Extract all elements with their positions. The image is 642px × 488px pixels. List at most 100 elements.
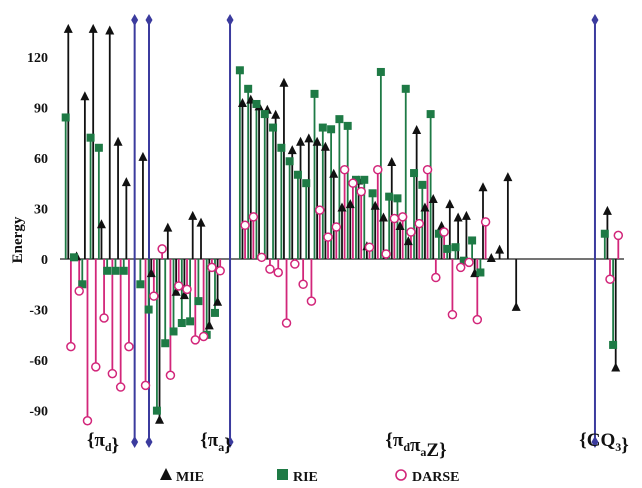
mie-point	[320, 141, 330, 151]
mie-point	[213, 296, 223, 306]
darse-point	[149, 291, 159, 301]
mie-point	[113, 136, 123, 146]
darse-point	[248, 212, 259, 222]
rie-point	[103, 266, 112, 275]
legend-label: MIE	[176, 470, 204, 485]
mie-point	[304, 133, 314, 143]
mie-point	[486, 253, 496, 262]
legend-rie-marker	[277, 469, 288, 480]
rie-point	[393, 194, 402, 203]
rie-point	[94, 143, 103, 152]
darse-point	[91, 362, 101, 372]
divider-top-diamond	[591, 14, 599, 26]
mie-point	[196, 217, 206, 227]
rie-point	[468, 236, 477, 245]
darse-point	[198, 331, 209, 342]
mie-point	[387, 156, 397, 166]
darse-point	[472, 314, 483, 325]
rie-point	[426, 110, 435, 119]
mie-point	[602, 205, 612, 215]
rie-point	[186, 317, 195, 326]
rie-point	[277, 143, 286, 152]
mie-point	[403, 236, 413, 246]
divider-bottom-diamond	[591, 436, 599, 448]
rie-point	[318, 123, 327, 132]
group-labels: {πd} {πa} {πdπaZ} {CQ3}	[87, 430, 629, 461]
rie-point	[401, 84, 410, 93]
rie-point	[418, 180, 427, 189]
group-label: {πdπaZ}	[385, 430, 446, 461]
darse-point	[605, 274, 615, 284]
darse-point	[215, 266, 225, 276]
darse-point	[339, 164, 350, 175]
darse-point	[331, 222, 342, 232]
darse-point	[364, 242, 375, 252]
rie-point	[244, 84, 253, 93]
darse-point	[173, 281, 184, 291]
legend-darse-marker	[395, 469, 407, 481]
rie-point	[136, 280, 145, 289]
mie-point	[503, 172, 513, 182]
darse-point	[273, 267, 283, 278]
legend-label: DARSE	[412, 470, 459, 485]
y-tick-label: 90	[34, 101, 48, 116]
darse-point	[406, 227, 416, 237]
rie-point	[119, 266, 128, 275]
y-tick-label: -60	[29, 354, 48, 369]
y-tick-label: 120	[27, 51, 48, 66]
darse-point	[82, 416, 93, 426]
darse-point	[348, 178, 358, 188]
darse-point	[107, 368, 118, 379]
mie-point	[428, 194, 438, 204]
mie-point	[171, 286, 181, 296]
rie-point	[169, 327, 178, 336]
mie-point	[511, 301, 521, 311]
darse-point	[356, 186, 366, 197]
darse-point	[140, 380, 151, 391]
rie-point	[111, 266, 120, 275]
group-label: {πd}	[87, 430, 119, 456]
mie-point	[420, 202, 430, 212]
rie-point	[260, 110, 269, 119]
y-axis: 120 90 60 30 0 -30 -60 -90	[27, 51, 48, 420]
y-tick-label: 60	[34, 152, 48, 167]
darse-point	[290, 259, 300, 269]
darse-point	[306, 296, 317, 306]
darse-point	[414, 218, 424, 229]
darse-point	[115, 382, 126, 392]
darse-point	[256, 252, 267, 263]
rie-point	[434, 229, 443, 238]
mie-point	[478, 182, 488, 192]
darse-point	[66, 341, 76, 352]
mie-point	[412, 124, 422, 134]
y-tick-label: 30	[34, 202, 48, 217]
rie-point	[360, 175, 369, 184]
mie-point	[395, 220, 405, 230]
mie-point	[345, 199, 355, 209]
rie-point	[177, 319, 186, 328]
darse-point	[124, 341, 134, 352]
mie-point	[378, 212, 388, 222]
darse-point	[99, 313, 109, 323]
y-axis-title: Energy	[10, 216, 26, 263]
rie-point	[302, 179, 311, 188]
mie-point	[105, 25, 115, 35]
darse-point	[389, 213, 400, 224]
y-tick-label: -90	[29, 405, 48, 420]
mie-point	[96, 219, 106, 229]
rie-point	[144, 305, 153, 314]
legend: MIE RIE DARSE	[160, 468, 459, 485]
mie-point	[445, 199, 455, 209]
darse-point	[240, 220, 250, 231]
darse-point	[439, 227, 449, 237]
darse-point	[455, 262, 466, 273]
rie-point	[152, 406, 161, 415]
divider-bottom-diamond	[131, 436, 139, 448]
darse-point	[265, 264, 275, 274]
darse-point	[447, 309, 458, 320]
darse-point	[314, 205, 325, 215]
y-tick-label: -30	[29, 304, 48, 319]
rie-point	[210, 308, 219, 317]
darse-point	[397, 212, 408, 222]
